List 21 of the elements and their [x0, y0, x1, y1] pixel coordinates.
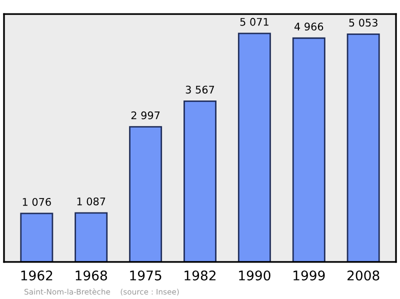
x-tick-label: 1962: [21, 270, 52, 280]
data-label: 5 053: [349, 18, 378, 27]
data-label: 4 966: [294, 22, 324, 31]
data-label: 2 997: [131, 111, 160, 120]
bar: [74, 212, 108, 262]
data-label: 1 076: [22, 198, 51, 206]
bar: [346, 34, 380, 262]
bar: [129, 126, 162, 262]
x-tick-label: 1982: [184, 270, 216, 280]
x-tick-label: 1968: [76, 270, 107, 280]
bar: [20, 212, 54, 262]
x-tick-label: 1975: [130, 270, 162, 280]
bar: [292, 37, 326, 262]
bar: [184, 100, 216, 262]
bar: [238, 32, 271, 262]
data-label: 3 567: [186, 86, 214, 94]
x-tick-label: 1999: [294, 270, 325, 280]
data-label: 5 071: [240, 18, 268, 26]
x-tick-label: 1990: [239, 270, 270, 280]
data-label: 1 087: [77, 197, 106, 206]
x-tick-label: 2008: [348, 270, 380, 280]
